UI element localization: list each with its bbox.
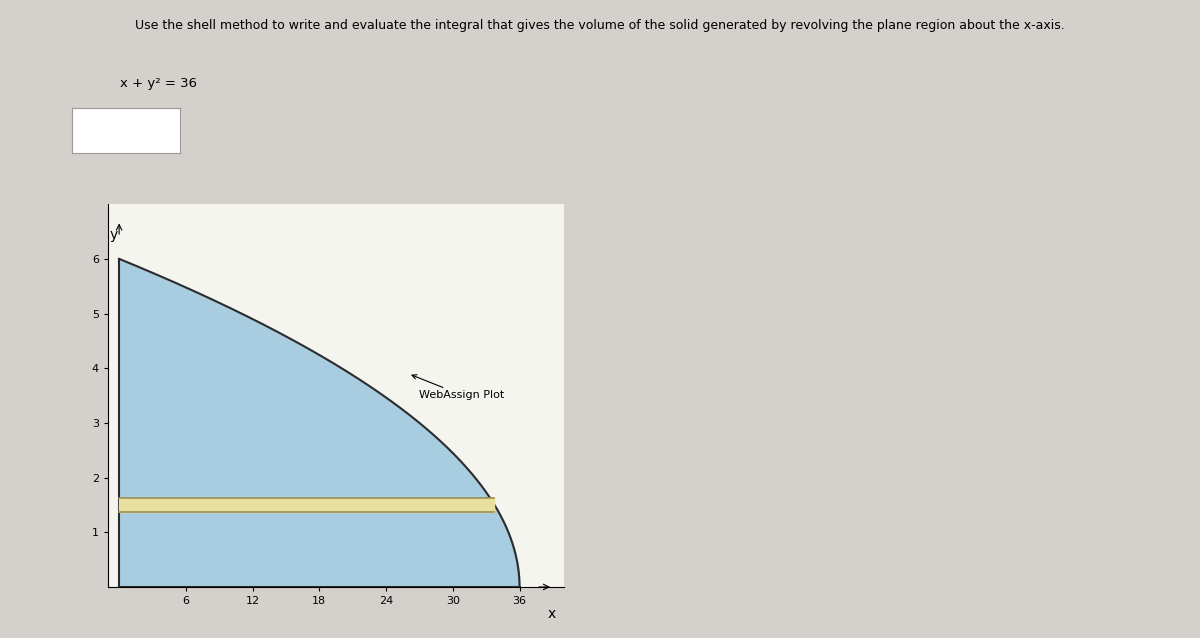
Text: WebAssign Plot: WebAssign Plot (412, 375, 505, 400)
Text: x + y² = 36: x + y² = 36 (120, 77, 197, 89)
Text: x: x (547, 607, 556, 621)
Text: Use the shell method to write and evaluate the integral that gives the volume of: Use the shell method to write and evalua… (136, 19, 1064, 32)
Text: y: y (109, 228, 118, 242)
